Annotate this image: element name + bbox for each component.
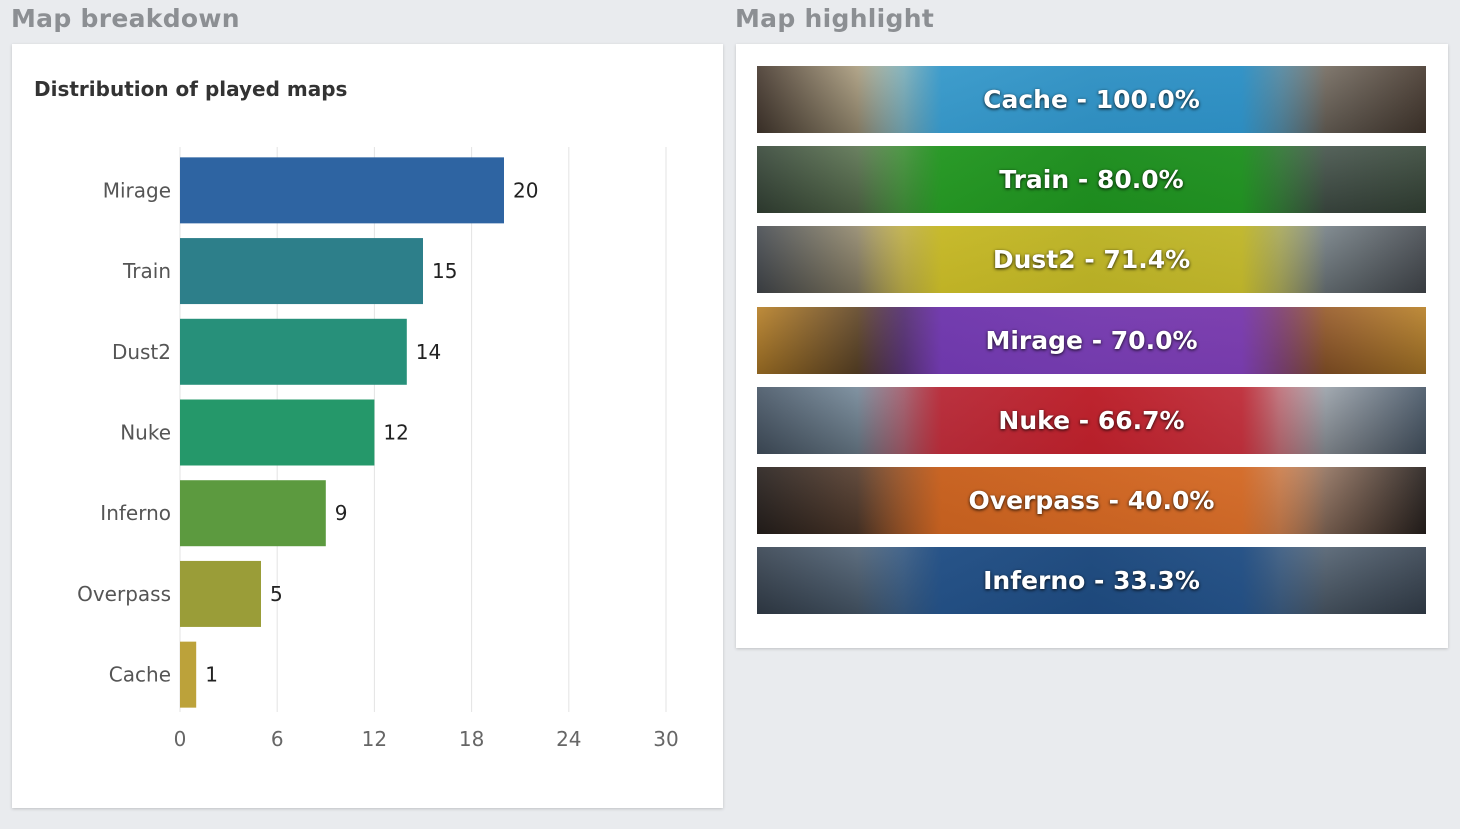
map-name: Dust2 xyxy=(992,245,1076,275)
map-banner-label: Mirage - 70.0% xyxy=(757,307,1426,374)
category-label: Mirage xyxy=(103,178,171,202)
bar-mirage xyxy=(180,157,504,224)
map-percentage: 80.0% xyxy=(1096,165,1184,195)
label-separator: - xyxy=(1075,245,1104,275)
x-tick-label: 12 xyxy=(362,727,387,751)
map-banner-color-band xyxy=(857,547,1326,615)
section-title-map-highlight: Map highlight xyxy=(735,4,935,33)
label-separator: - xyxy=(1069,165,1097,195)
played-maps-bar-chart: 0 6 12 18 24 3020Mirage15Train14Dust212Nuke9I… xyxy=(77,147,679,751)
map-percentage: 71.4% xyxy=(1103,245,1191,275)
map-name: Nuke xyxy=(998,405,1071,435)
map-banner-label: Dust2 - 71.4% xyxy=(757,226,1426,293)
map-banner-color-band xyxy=(857,466,1326,534)
category-label: Inferno xyxy=(100,501,171,525)
data-label: 14 xyxy=(416,340,441,364)
data-label: 9 xyxy=(335,501,348,525)
map-highlight-list: Cache - 100.0% Train - 80.0% Dust2 - 71.4%… xyxy=(757,66,1426,627)
map-banner-label: Inferno - 33.3% xyxy=(757,547,1426,614)
map-name: Mirage xyxy=(985,325,1083,355)
bar-nuke xyxy=(180,399,375,466)
bar-inferno xyxy=(180,480,326,547)
map-percentage: 40.0% xyxy=(1127,485,1215,515)
x-tick-label: 18 xyxy=(459,727,484,751)
bar-cache xyxy=(180,641,197,708)
x-tick-label: 24 xyxy=(556,727,581,751)
category-label: Dust2 xyxy=(112,340,171,364)
label-separator: - xyxy=(1070,405,1098,435)
map-breakdown-panel: Distribution of played maps 0 6 12 18 24 30 20… xyxy=(12,44,723,808)
map-banner-nuke[interactable]: Nuke - 66.7% xyxy=(757,386,1426,454)
label-separator: - xyxy=(1082,325,1111,355)
data-label: 1 xyxy=(205,663,218,687)
map-name: Train xyxy=(999,165,1070,195)
category-label: Train xyxy=(122,259,171,283)
map-banner-inferno[interactable]: Inferno - 33.3% xyxy=(757,547,1426,615)
label-separator: - xyxy=(1067,85,1096,114)
x-tick-label: 6 xyxy=(271,727,284,751)
map-banner-mirage[interactable]: Mirage - 70.0% xyxy=(757,306,1426,374)
data-label: 5 xyxy=(270,582,283,606)
map-banner-dust2[interactable]: Dust2 - 71.4% xyxy=(757,226,1426,294)
bar-overpass xyxy=(180,560,261,627)
section-title-map-breakdown: Map breakdown xyxy=(11,4,240,33)
map-highlight-panel: Cache - 100.0% Train - 80.0% Dust2 - 71.4%… xyxy=(736,44,1448,648)
x-tick-label: 30 xyxy=(653,727,678,751)
label-separator: - xyxy=(1085,566,1114,596)
map-percentage: 33.3% xyxy=(1113,566,1200,596)
category-label: Cache xyxy=(109,663,171,687)
map-percentage: 66.7% xyxy=(1097,405,1185,435)
data-label: 15 xyxy=(432,259,457,283)
map-name: Overpass xyxy=(968,485,1100,515)
data-label: 12 xyxy=(383,421,408,445)
map-percentage: 100.0% xyxy=(1095,85,1200,114)
map-name: Inferno xyxy=(983,566,1086,596)
bar-train xyxy=(180,238,423,305)
map-name: Cache xyxy=(983,85,1068,114)
data-label: 20 xyxy=(513,178,538,202)
map-banner-color-band xyxy=(857,306,1326,374)
map-banner-label: Train - 80.0% xyxy=(757,146,1426,213)
category-label: Overpass xyxy=(77,582,171,606)
map-banner-cache[interactable]: Cache - 100.0% xyxy=(757,66,1426,133)
map-banner-color-band xyxy=(857,226,1326,294)
map-banner-color-band xyxy=(857,146,1326,214)
map-banner-label: Overpass - 40.0% xyxy=(757,467,1426,534)
bar-dust2 xyxy=(180,318,407,385)
x-tick-label: 0 xyxy=(174,727,187,751)
map-banner-color-band xyxy=(857,66,1326,133)
chart-title: Distribution of played maps xyxy=(34,77,348,101)
map-banner-train[interactable]: Train - 80.0% xyxy=(757,146,1426,214)
map-banner-overpass[interactable]: Overpass - 40.0% xyxy=(757,466,1426,534)
label-separator: - xyxy=(1099,485,1128,515)
map-banner-color-band xyxy=(857,386,1326,454)
map-percentage: 70.0% xyxy=(1110,325,1198,355)
map-banner-label: Nuke - 66.7% xyxy=(757,387,1426,454)
map-banner-label: Cache - 100.0% xyxy=(757,66,1426,133)
category-label: Nuke xyxy=(120,421,171,445)
